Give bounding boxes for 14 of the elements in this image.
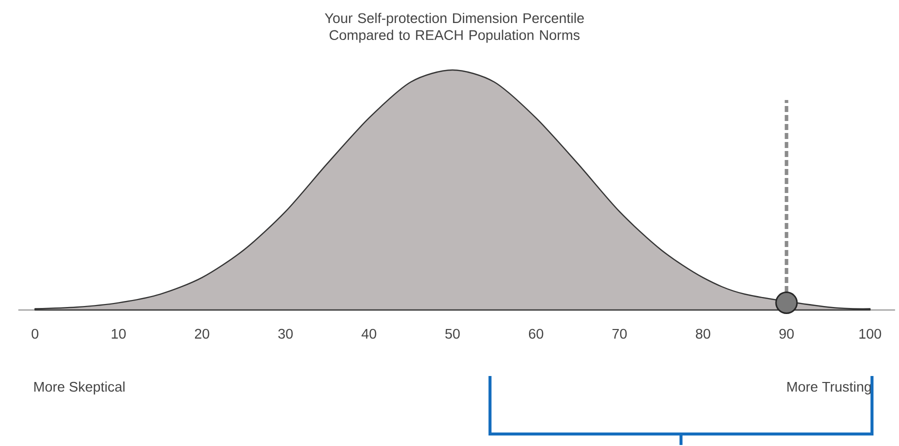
x-tick-label: 20 [194, 328, 210, 338]
text: More Skeptical [34, 381, 125, 394]
x-tick-label: 100 [859, 328, 882, 338]
x-tick-label: 80 [696, 328, 710, 338]
x-tick-label: 50 [445, 328, 460, 338]
text: More Trusting [787, 381, 871, 394]
x-tick-label: 40 [362, 328, 376, 338]
x-tick-label: 10 [112, 328, 126, 338]
x-tick-label: 30 [278, 328, 293, 338]
x-tick-label: 0 [32, 328, 38, 338]
x-tick-label: 60 [528, 328, 544, 338]
x-tick-label: 90 [779, 328, 794, 338]
chart-title: Your Self-protection Dimension Percentile Compared to REACH Population Norms [324, 12, 584, 43]
x-tick-label: 70 [612, 328, 627, 338]
